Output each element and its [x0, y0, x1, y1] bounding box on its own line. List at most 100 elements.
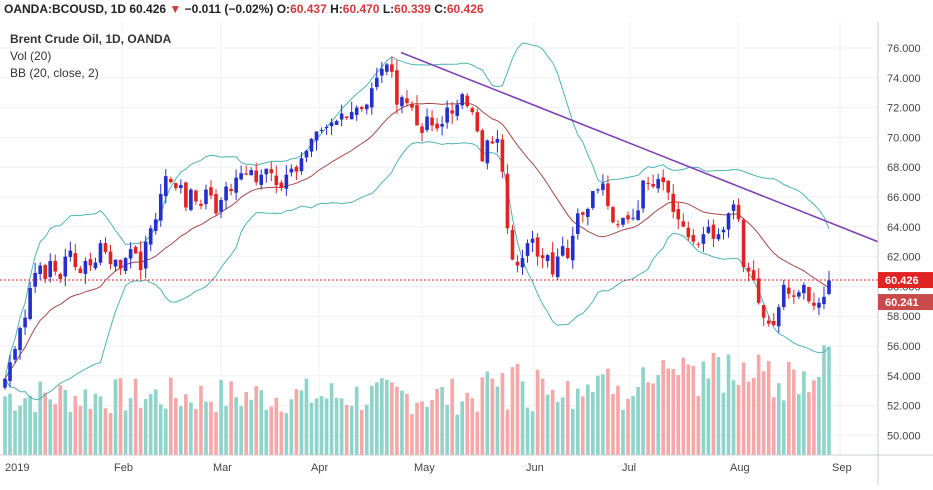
- volume-bar: [314, 398, 319, 455]
- candle-body: [83, 261, 88, 274]
- candle-body: [510, 229, 515, 260]
- volume-bar: [470, 398, 475, 455]
- volume-bar: [199, 385, 203, 455]
- candle-body: [465, 95, 470, 107]
- candle-body: [329, 122, 334, 127]
- volume-bar: [771, 397, 776, 455]
- candle-body: [33, 272, 37, 287]
- candle-body: [520, 258, 525, 268]
- y-tick-label: 50.000: [887, 430, 921, 442]
- volume-bar: [716, 357, 721, 455]
- volume-bar: [289, 399, 294, 455]
- candle-body: [344, 116, 349, 119]
- volume-bar: [113, 379, 118, 455]
- candle-body: [8, 362, 12, 381]
- candle-body: [540, 255, 545, 259]
- candle-body: [616, 224, 620, 226]
- candle-body: [244, 173, 248, 175]
- candle-body: [219, 199, 223, 212]
- candle-body: [726, 213, 731, 230]
- candle-body: [586, 208, 590, 217]
- bb-lower-band: [4, 141, 830, 401]
- volume-bar: [646, 382, 650, 455]
- volume-bar: [214, 411, 218, 455]
- candle-body: [651, 184, 655, 187]
- candle-body: [234, 177, 238, 193]
- legend-volume[interactable]: Vol (20): [10, 49, 52, 63]
- candle-body: [535, 237, 540, 257]
- candle-body: [761, 305, 766, 318]
- candle-body: [88, 259, 93, 266]
- candle-body: [470, 108, 475, 113]
- volume-bar: [83, 389, 88, 455]
- bb-value-tag: [878, 294, 933, 311]
- candle-body: [289, 168, 294, 173]
- y-tick-label: 70.000: [887, 132, 921, 144]
- volume-bar: [651, 383, 655, 455]
- candle-body: [324, 126, 329, 128]
- candle-body: [364, 104, 369, 110]
- volume-bar: [395, 386, 399, 455]
- candle-body: [701, 234, 706, 244]
- volume-bar: [711, 352, 716, 455]
- candle-body: [123, 258, 128, 271]
- candle-body: [224, 186, 228, 201]
- candle-body: [153, 219, 158, 231]
- volume-bar: [93, 393, 98, 455]
- volume-bar: [153, 389, 158, 455]
- volume-bar: [354, 386, 359, 455]
- volume-bar: [189, 402, 193, 455]
- candle-body: [786, 287, 791, 294]
- legend-title[interactable]: Brent Crude Oil, 1D, OANDA: [10, 32, 172, 46]
- volume-bar: [560, 397, 565, 455]
- volume-bar: [676, 375, 681, 455]
- candle-body: [445, 107, 449, 123]
- volume-bar: [515, 363, 520, 455]
- volume-bar: [485, 371, 490, 455]
- volume-bar: [797, 394, 801, 455]
- candle-body: [73, 253, 78, 268]
- volume-bar: [435, 388, 439, 455]
- candle-body: [184, 182, 188, 208]
- volume-bar: [168, 377, 173, 455]
- volume-bar: [224, 405, 228, 455]
- volume-bar: [802, 371, 806, 455]
- candle-body: [304, 150, 309, 158]
- axes: 76.000 74.000 72.000 70.000 68.000 66.000 64.0…: [0, 22, 933, 485]
- candle-body: [118, 259, 123, 269]
- volume-bar: [385, 379, 389, 455]
- volume-bar: [299, 390, 304, 455]
- candle-body: [168, 179, 173, 183]
- candle-body: [28, 287, 32, 320]
- candle-body: [606, 183, 610, 206]
- volume-bar: [696, 396, 701, 455]
- volume-bar: [430, 400, 434, 455]
- candle-body: [525, 243, 530, 256]
- candle-body: [691, 235, 696, 242]
- candle-body: [415, 105, 419, 126]
- volume-bar: [786, 362, 791, 455]
- candle-body: [822, 296, 826, 305]
- candle-body: [455, 104, 460, 116]
- candle-body: [229, 188, 233, 192]
- volume-bar: [480, 377, 485, 455]
- candle-body: [204, 189, 208, 205]
- trendline-group[interactable]: [400, 51, 879, 243]
- candle-body: [771, 320, 776, 326]
- y-tick-label: 64.000: [887, 222, 921, 234]
- candle-body: [279, 182, 284, 189]
- volume-bar: [726, 354, 731, 455]
- volume-bar: [661, 360, 666, 455]
- volume-bar: [445, 404, 449, 455]
- candle-body: [776, 307, 781, 327]
- candle-body: [671, 193, 676, 212]
- candle-body: [359, 106, 364, 110]
- candle-body: [274, 175, 279, 186]
- volume-bar: [400, 390, 404, 455]
- candle-body: [485, 140, 490, 164]
- indicator-legend: Brent Crude Oil, 1D, OANDA Vol (20) BB (…: [10, 31, 171, 82]
- volume-bar: [656, 374, 660, 455]
- candle-body: [158, 194, 163, 221]
- legend-bollinger[interactable]: BB (20, close, 2): [10, 66, 99, 80]
